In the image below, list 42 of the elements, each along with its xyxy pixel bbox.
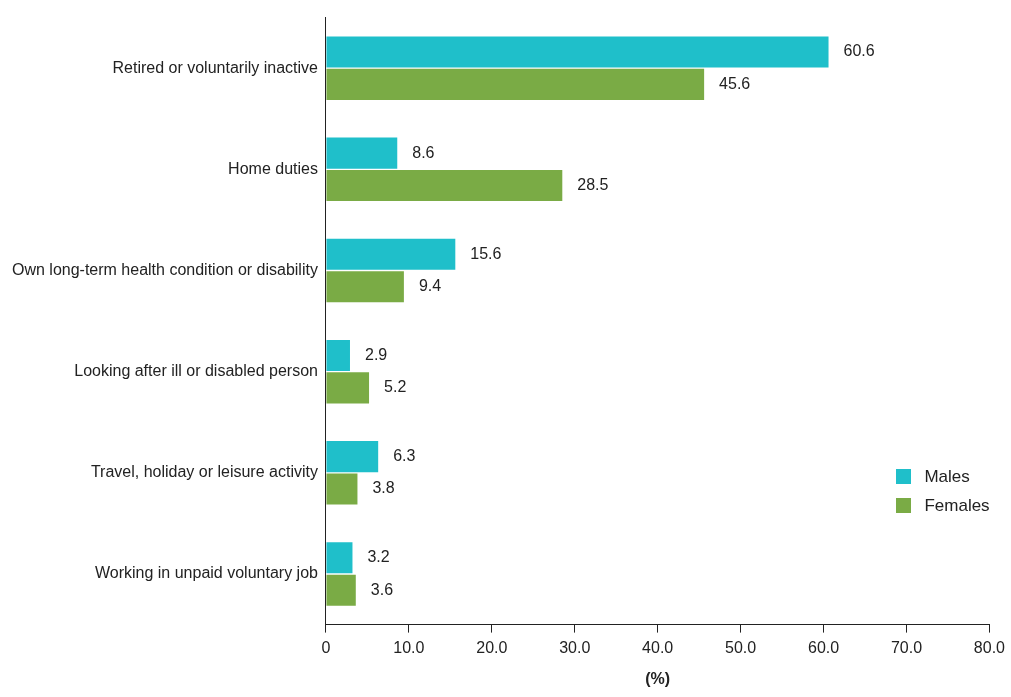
bar	[326, 542, 353, 574]
bar	[326, 574, 356, 606]
bar	[326, 441, 379, 473]
bar	[326, 473, 358, 505]
data-label: 3.8	[372, 479, 395, 497]
y-tick-label: Home duties	[228, 159, 318, 177]
x-tick-label: 70.0	[890, 638, 923, 656]
x-axis-title: (%)	[645, 669, 671, 687]
legend-label: Females	[924, 495, 990, 516]
bar	[326, 372, 370, 404]
data-label: 9.4	[418, 277, 442, 295]
data-label: 60.6	[843, 42, 875, 60]
y-tick-label: Working in unpaid voluntary job	[94, 564, 319, 582]
data-label: 2.9	[364, 345, 388, 363]
x-tick-label: 60.0	[807, 638, 840, 656]
data-label: 28.5	[577, 175, 609, 193]
bar	[326, 238, 456, 270]
x-tick-label: 0	[321, 638, 331, 656]
bar	[326, 137, 398, 169]
x-tick-label: 50.0	[725, 638, 757, 656]
y-tick-label: Own long-term health condition or disability	[11, 260, 318, 278]
bar	[326, 68, 705, 100]
data-label: 6.3	[393, 447, 416, 465]
y-tick-label: Looking after ill or disabled person	[74, 362, 318, 380]
data-label: 3.6	[370, 580, 394, 598]
bar	[326, 271, 404, 303]
bar	[326, 36, 829, 68]
legend-label: Males	[924, 466, 970, 487]
data-label: 8.6	[412, 143, 435, 161]
bar	[326, 170, 563, 202]
y-tick-label: Retired or voluntarily inactive	[112, 58, 319, 76]
x-tick-label: 20.0	[476, 638, 508, 656]
x-tick-label: 10.0	[393, 638, 425, 656]
data-label: 15.6	[470, 244, 502, 262]
x-tick-label: 80.0	[973, 638, 1006, 656]
data-label: 5.2	[384, 378, 407, 396]
y-tick-label: Travel, holiday or leisure activity	[90, 463, 318, 481]
data-label: 45.6	[719, 74, 751, 92]
x-tick-label: 30.0	[559, 638, 591, 656]
data-label: 3.2	[367, 548, 390, 566]
x-tick-label: 40.0	[642, 638, 674, 656]
bar	[326, 339, 350, 372]
